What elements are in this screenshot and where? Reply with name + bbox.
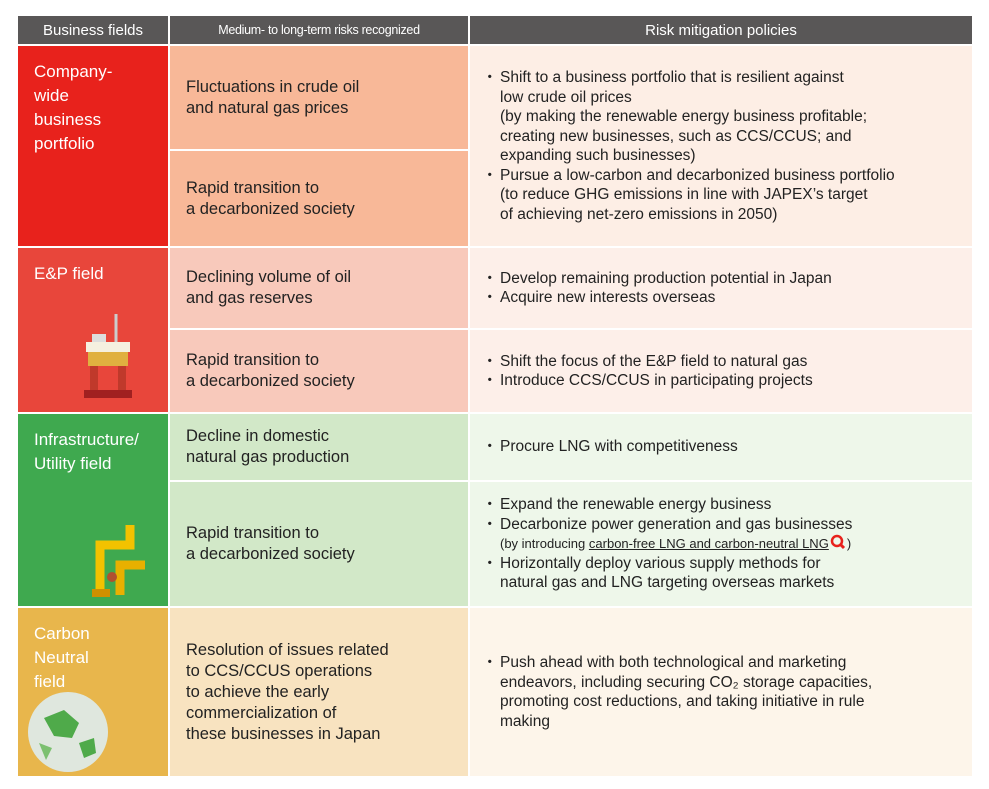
search-icon[interactable] [829,534,847,550]
risk-cell: Decline in domestic natural gas producti… [170,414,468,480]
policy-text: Horizontally deploy various supply metho… [500,554,835,592]
policy: Introduce CCS/CCUS in participating proj… [482,371,962,391]
policy: Push ahead with both technological and m… [482,653,962,731]
policy: Expand the renewable energy business [482,495,962,515]
policy: Horizontally deploy various supply metho… [482,554,962,593]
risk-cell: Resolution of issues related to CCS/CCUS… [170,608,468,776]
risk-cell: Declining volume of oil and gas reserves [170,248,468,328]
policy-link: carbon-free LNG and carbon-neutral LNG [588,536,829,552]
policy: Decarbonize power generation and gas bus… [482,515,962,554]
policy: Pursue a low-carbon and decarbonized bus… [482,166,962,225]
header-cell: Risk mitigation policies [470,16,972,44]
policy-text: Introduce CCS/CCUS in participating proj… [500,372,813,389]
policy-cell: Develop remaining production potential i… [470,248,972,328]
policy: Acquire new interests overseas [482,288,962,308]
policy-text: Shift to a business portfolio that is re… [500,69,868,164]
risk-cell: Fluctuations in crude oil and natural ga… [170,46,468,149]
field-cell: Company- wide business portfolio [18,46,168,246]
policy-text: Decarbonize power generation and gas bus… [500,515,853,533]
policy-text: Develop remaining production potential i… [500,269,832,287]
field-cell: Infrastructure/ Utility field [18,414,168,606]
policy-text: Shift the focus of the E&P field to natu… [500,352,808,370]
policy-close: ) [846,536,852,552]
policy-text: Acquire new interests overseas [500,289,716,306]
risk-cell: Rapid transition to a decarbonized socie… [170,151,468,246]
pipe-icon [92,525,145,597]
policy-text: Push ahead with both technological and m… [500,654,873,730]
policy-cell: Procure LNG with competitiveness [470,414,972,480]
policy-cell: Shift to a business portfolio that is re… [470,46,972,246]
header-cell: Medium- to long-term risks recognized [170,16,468,44]
policy: Shift the focus of the E&P field to natu… [482,352,962,372]
policy-cell: Push ahead with both technological and m… [470,608,972,776]
policy-cell: Expand the renewable energy businessDeca… [470,482,972,606]
policy: Procure LNG with competitiveness [482,437,962,457]
policy-text: Procure LNG with competitiveness [500,438,738,456]
policy: Develop remaining production potential i… [482,269,962,289]
risk-cell: Rapid transition to a decarbonized socie… [170,330,468,412]
risk-cell: Rapid transition to a decarbonized socie… [170,482,468,606]
header-cell: Business fields [18,16,168,44]
globe-icon [28,692,108,772]
policy-cell: Shift the focus of the E&P field to natu… [470,330,972,412]
policy-note: (by introducing [500,536,586,552]
policy-text: Expand the renewable energy business [500,496,772,514]
rig-icon [84,314,132,398]
policy: Shift to a business portfolio that is re… [482,68,962,166]
policy-text: Pursue a low-carbon and decarbonized bus… [500,166,895,223]
